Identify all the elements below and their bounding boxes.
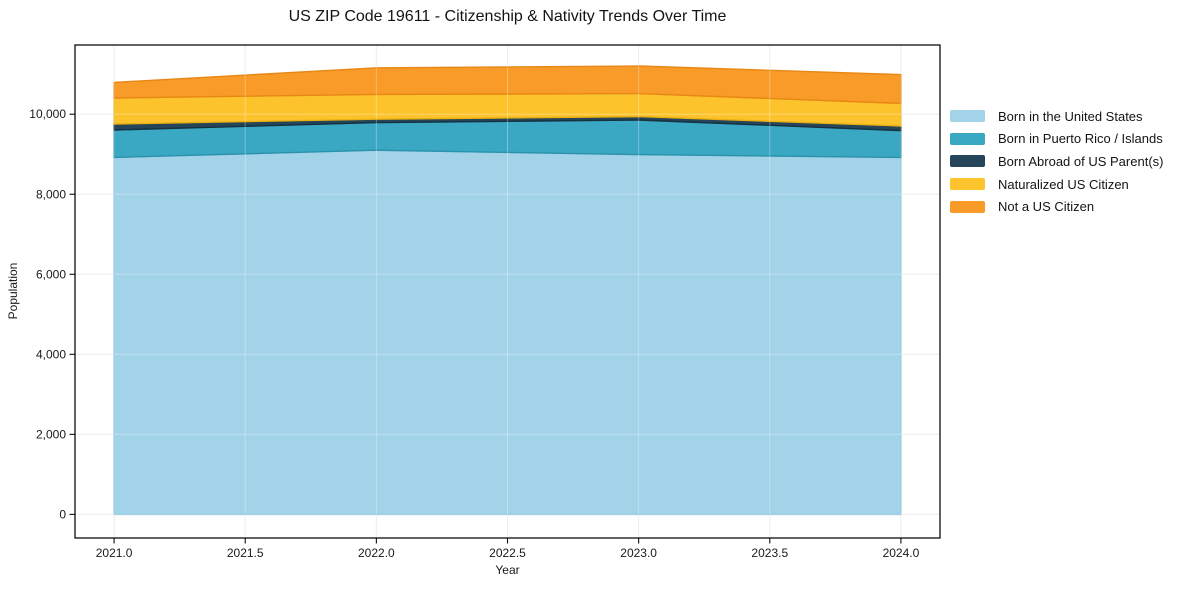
legend: Born in the United States Born in Puerto…: [950, 105, 1163, 218]
legend-label: Born in Puerto Rico / Islands: [998, 131, 1163, 147]
legend-row: Naturalized US Citizen: [950, 173, 1163, 196]
x-tick-label: 2021.5: [227, 546, 264, 560]
x-tick-label: 2023.0: [620, 546, 657, 560]
y-tick-label: 4,000: [36, 347, 66, 361]
legend-row: Born in the United States: [950, 105, 1163, 128]
legend-swatch-naturalized-icon: [950, 178, 985, 191]
y-tick-label: 8,000: [36, 187, 66, 201]
legend-swatch-born-abroad-icon: [950, 155, 985, 168]
legend-label: Not a US Citizen: [998, 199, 1095, 215]
legend-swatch-not-citizen-icon: [950, 200, 985, 213]
x-tick-label: 2024.0: [883, 546, 920, 560]
y-tick-label: 10,000: [29, 107, 66, 121]
legend-row: Not a US Citizen: [950, 195, 1163, 218]
x-tick-label: 2023.5: [751, 546, 788, 560]
area-not-a-us-citizen: [113, 65, 902, 105]
y-tick-label: 0: [59, 507, 66, 521]
x-tick-label: 2022.5: [489, 546, 526, 560]
legend-swatch-born-us-icon: [950, 110, 985, 123]
y-axis-label: Population: [6, 262, 20, 320]
legend-label: Born in the United States: [998, 108, 1143, 124]
x-axis-label: Year: [495, 563, 520, 577]
x-tick-label: 2022.0: [358, 546, 395, 560]
legend-swatch-puerto-rico-icon: [950, 132, 985, 145]
chart-title: US ZIP Code 19611 - Citizenship & Nativi…: [288, 8, 727, 25]
legend-row: Born in Puerto Rico / Islands: [950, 128, 1163, 151]
legend-label: Naturalized US Citizen: [998, 176, 1129, 192]
y-tick-label: 6,000: [36, 267, 66, 281]
legend-label: Born Abroad of US Parent(s): [998, 153, 1164, 169]
legend-row: Born Abroad of US Parent(s): [950, 150, 1163, 173]
x-tick-label: 2021.0: [96, 546, 133, 560]
y-tick-label: 2,000: [36, 427, 66, 441]
